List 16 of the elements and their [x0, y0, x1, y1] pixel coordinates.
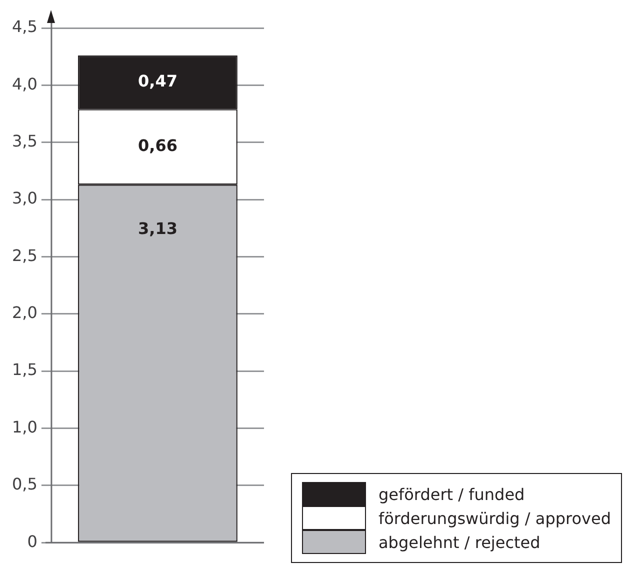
- legend-label: gefördert / funded: [378, 484, 525, 504]
- y-tick-label: 4,5: [12, 17, 38, 36]
- y-tick-label: 3,5: [12, 132, 38, 151]
- y-tick-label: 1,5: [12, 360, 38, 380]
- y-tick-label: 0: [27, 532, 38, 551]
- y-tick-label: 2,0: [12, 303, 38, 322]
- data-label: 0,66: [138, 136, 178, 156]
- y-tick-label: 2,5: [12, 246, 38, 265]
- y-tick-label: 4,0: [12, 74, 38, 94]
- data-label: 0,47: [138, 71, 178, 90]
- y-tick-label: 3,0: [12, 188, 38, 208]
- y-tick-label: 0,5: [12, 474, 38, 494]
- legend-label: abgelehnt / rejected: [378, 532, 540, 552]
- y-tick-label: 1,0: [12, 417, 38, 436]
- data-label: 3,13: [138, 218, 178, 238]
- legend-label: förderungswürdig / approved: [378, 508, 611, 528]
